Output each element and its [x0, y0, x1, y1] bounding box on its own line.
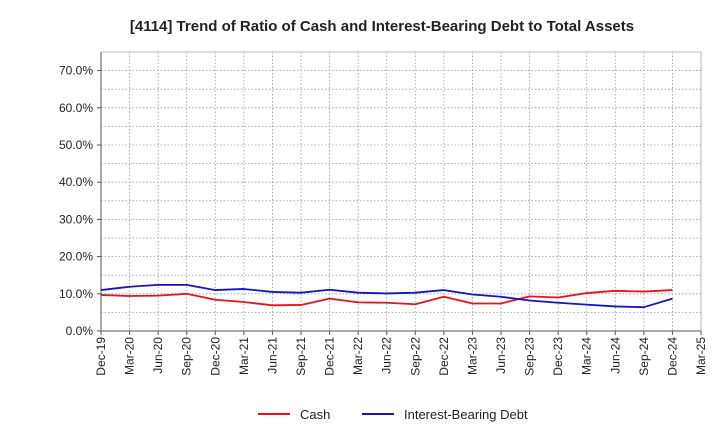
x-tick-label: Jun-22: [380, 337, 394, 374]
x-tick-label: Dec-19: [94, 337, 108, 376]
y-tick-label: 70.0%: [59, 64, 93, 78]
x-tick-label: Sep-21: [294, 337, 308, 376]
chart-title: [4114] Trend of Ratio of Cash and Intere…: [130, 18, 634, 35]
y-tick-label: 50.0%: [59, 138, 93, 152]
x-tick-label: Mar-22: [351, 337, 365, 375]
y-tick-label: 60.0%: [59, 101, 93, 115]
legend-cash-label: Cash: [300, 407, 330, 422]
x-tick-label: Dec-23: [551, 337, 565, 376]
x-tick-label: Dec-21: [323, 337, 337, 376]
grid-lines: [100, 52, 702, 331]
x-tick-label: Mar-21: [237, 337, 251, 375]
y-tick-label: 30.0%: [59, 212, 93, 226]
x-tick-labels: Dec-19 Mar-20 Jun-20 Sep-20 Dec-20 Mar-21 Jun-…: [94, 331, 708, 376]
x-tick-label: Sep-22: [408, 337, 422, 376]
y-tick-label: 0.0%: [66, 324, 94, 338]
x-tick-label: Sep-20: [180, 337, 194, 376]
x-tick-label: Mar-25: [694, 337, 708, 375]
y-tick-label: 10.0%: [59, 287, 93, 301]
x-tick-label: Mar-20: [123, 337, 137, 375]
legend-debt-label: Interest-Bearing Debt: [404, 407, 528, 422]
x-tick-label: Jun-24: [608, 337, 622, 374]
x-tick-label: Dec-20: [208, 337, 222, 376]
legend: Cash Interest-Bearing Debt: [258, 407, 528, 422]
x-tick-label: Sep-23: [523, 337, 537, 376]
x-tick-label: Sep-24: [637, 337, 651, 376]
y-tick-label: 40.0%: [59, 175, 93, 189]
x-tick-label: Jun-23: [494, 337, 508, 374]
y-tick-labels: 0.0% 10.0% 20.0% 30.0% 40.0% 50.0% 60.0% 70.0%: [59, 64, 101, 338]
x-tick-label: Dec-24: [665, 337, 679, 376]
x-tick-label: Mar-23: [465, 337, 479, 375]
series-line-cash: [100, 289, 673, 307]
axes: [100, 51, 702, 332]
y-tick-label: 20.0%: [59, 250, 93, 264]
series-line-interest-bearing-debt: [100, 283, 673, 309]
x-tick-label: Jun-21: [265, 337, 279, 374]
series-lines: [100, 283, 673, 309]
x-tick-label: Mar-24: [580, 337, 594, 375]
x-tick-label: Jun-20: [151, 337, 165, 374]
x-tick-label: Dec-22: [437, 337, 451, 376]
plot-area: [101, 52, 701, 331]
